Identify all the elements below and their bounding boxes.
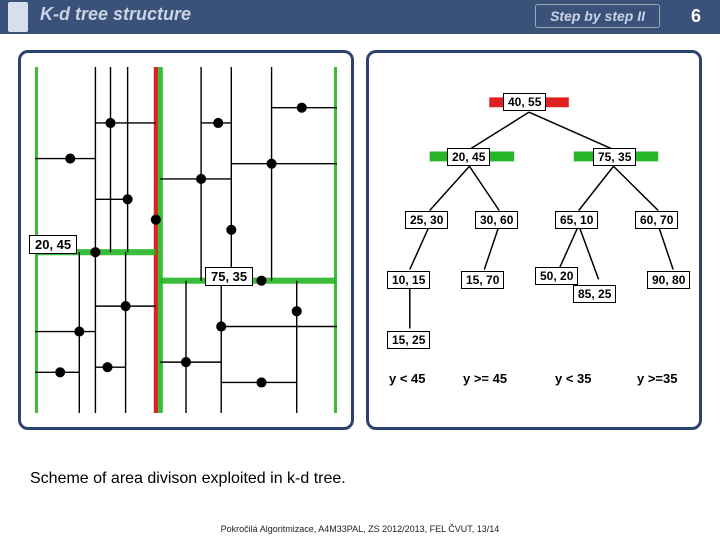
node-lll: 10, 15 <box>387 271 430 289</box>
partition-svg <box>35 67 337 413</box>
node-r: 75, 35 <box>593 148 636 166</box>
title-tab <box>6 0 30 34</box>
node-lrl: 15, 70 <box>461 271 504 289</box>
title-bar: K-d tree structure Step by step II 6 <box>0 0 720 34</box>
tree: 40, 55 20, 45 75, 35 25, 30 30, 60 65, 1… <box>375 63 693 417</box>
cond-4: y >=35 <box>637 371 678 386</box>
slide-title: K-d tree structure <box>40 4 191 25</box>
subtitle-box: Step by step II <box>535 4 660 28</box>
caption: Scheme of area divison exploited in k-d … <box>30 470 346 488</box>
slide-subtitle: Step by step II <box>550 8 645 24</box>
tree-svg <box>375 63 693 417</box>
page-number: 6 <box>682 2 710 30</box>
cond-3: y < 35 <box>555 371 592 386</box>
panels: 20, 45 75, 35 <box>18 50 702 430</box>
node-rrr: 90, 80 <box>647 271 690 289</box>
node-ll: 25, 30 <box>405 211 448 229</box>
partition-panel: 20, 45 75, 35 <box>18 50 354 430</box>
footer: Pokročilá Algoritmizace, A4M33PAL, ZS 20… <box>0 524 720 534</box>
node-l: 20, 45 <box>447 148 490 166</box>
tree-panel: 40, 55 20, 45 75, 35 25, 30 30, 60 65, 1… <box>366 50 702 430</box>
partition-plot: 20, 45 75, 35 <box>35 67 337 413</box>
slide: K-d tree structure Step by step II 6 <box>0 0 720 540</box>
node-lr: 30, 60 <box>475 211 518 229</box>
node-rl: 65, 10 <box>555 211 598 229</box>
label-75-35: 75, 35 <box>205 267 253 286</box>
node-root: 40, 55 <box>503 93 546 111</box>
node-rl1: 50, 20 <box>535 267 578 285</box>
label-20-45: 20, 45 <box>29 235 77 254</box>
node-rl2: 85, 25 <box>573 285 616 303</box>
cond-1: y < 45 <box>389 371 426 386</box>
node-extra: 15, 25 <box>387 331 430 349</box>
node-rr: 60, 70 <box>635 211 678 229</box>
cond-2: y >= 45 <box>463 371 507 386</box>
